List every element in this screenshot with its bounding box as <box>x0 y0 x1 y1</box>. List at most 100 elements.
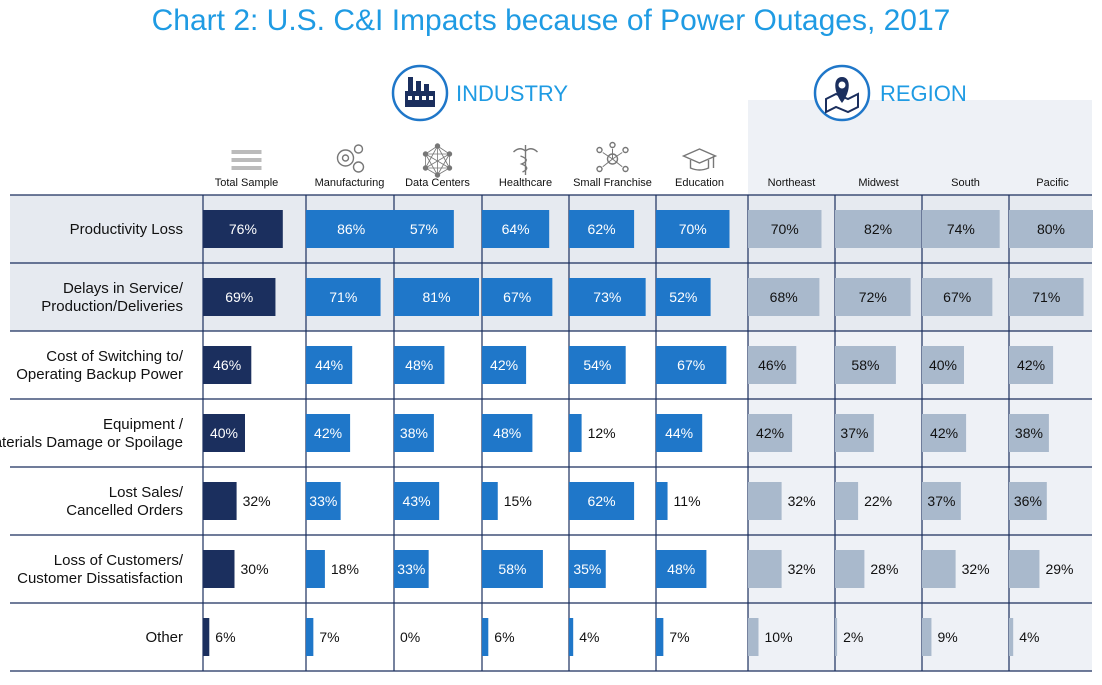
value-label-healthcare-loss-of-customers-customer-dissatisfaction: 58% <box>498 561 526 577</box>
bar-midwest-productivity-loss <box>835 210 922 248</box>
bar-total-sample-productivity-loss <box>203 210 283 248</box>
bar-northeast-delays-in-service-production-deliveries <box>748 278 820 316</box>
row-label-cost-of-switching-to-operating-backup-power: Cost of Switching to/Operating Backup Po… <box>16 348 184 383</box>
bar-education-lost-sales-cancelled-orders <box>656 482 668 520</box>
value-label-pacific-delays-in-service-production-deliveries: 71% <box>1032 289 1060 305</box>
bar-total-sample-other <box>203 618 210 656</box>
bar-small-franchise-productivity-loss <box>569 210 635 248</box>
network-node <box>446 165 453 171</box>
value-label-education-productivity-loss: 70% <box>679 221 707 237</box>
gear <box>353 144 364 154</box>
column-label-total-sample: Total Sample <box>215 177 279 189</box>
factory-window <box>429 96 433 100</box>
bar-northeast-lost-sales-cancelled-orders <box>748 482 782 520</box>
value-label-data-centers-other: 0% <box>400 629 420 645</box>
row-label-equipment-materials-damage-or-spoilage: Equipment / Materials Damage or Spoilage <box>0 416 184 451</box>
value-label-northeast-equipment-materials-damage-or-spoilage: 42% <box>756 425 784 441</box>
bar-data-centers-loss-of-customers-customer-dissatisfaction <box>394 550 429 588</box>
value-label-education-lost-sales-cancelled-orders: 11% <box>674 493 701 509</box>
bar-pacific-delays-in-service-production-deliveries <box>1009 278 1084 316</box>
bar-northeast-other <box>748 618 759 656</box>
franchise-link <box>602 152 613 160</box>
value-label-manufacturing-other: 7% <box>319 629 339 645</box>
value-label-total-sample-other: 6% <box>215 629 235 645</box>
bar-healthcare-loss-of-customers-customer-dissatisfaction <box>482 550 543 588</box>
series-total-sample: 76% 69% 46% 40% 32% 30% 6% <box>203 210 283 656</box>
value-label-south-delays-in-service-production-deliveries: 67% <box>943 289 971 305</box>
value-label-pacific-other: 4% <box>1019 629 1039 645</box>
column-label-data-centers: Data Centers <box>405 177 470 189</box>
bar-education-other <box>656 618 664 656</box>
network-link <box>425 153 450 169</box>
bar-data-centers-lost-sales-cancelled-orders <box>394 482 440 520</box>
row-label-delays-in-service-production-deliveries: Delays in Service/Production/Deliveries <box>41 280 184 315</box>
map-pin-hole <box>838 81 846 89</box>
row-label-loss-of-customers-customer-dissatisfaction: Loss of Customers/Customer Dissatisfacti… <box>17 552 184 587</box>
franchise-node <box>596 146 603 154</box>
value-label-small-franchise-cost-of-switching-to-operating-backup-power: 54% <box>583 357 611 373</box>
network-link <box>425 153 438 176</box>
bar-small-franchise-equipment-materials-damage-or-spoilage <box>569 414 582 452</box>
value-label-midwest-other: 2% <box>843 629 863 645</box>
bar-healthcare-delays-in-service-production-deliveries <box>482 278 553 316</box>
factory-icon <box>391 64 449 122</box>
cap-base <box>689 160 710 171</box>
bar-south-cost-of-switching-to-operating-backup-power <box>922 346 964 384</box>
series-healthcare: 64% 67% 42% 48% 15% 58% 6% <box>482 210 553 656</box>
value-label-healthcare-productivity-loss: 64% <box>502 221 530 237</box>
value-label-healthcare-delays-in-service-production-deliveries: 67% <box>503 289 531 305</box>
value-label-midwest-equipment-materials-damage-or-spoilage: 37% <box>840 425 868 441</box>
value-label-pacific-cost-of-switching-to-operating-backup-power: 42% <box>1017 357 1045 373</box>
value-label-total-sample-productivity-loss: 76% <box>229 221 257 237</box>
bar-manufacturing-equipment-materials-damage-or-spoilage <box>306 414 351 452</box>
bar-total-sample-equipment-materials-damage-or-spoilage <box>203 414 245 452</box>
network-node <box>422 151 429 157</box>
list-icon <box>231 150 262 170</box>
value-label-total-sample-delays-in-service-production-deliveries: 69% <box>225 289 253 305</box>
bar-midwest-equipment-materials-damage-or-spoilage <box>835 414 874 452</box>
gears-icon <box>336 144 365 173</box>
network-node <box>434 143 441 149</box>
series-northeast: 70% 68% 46% 42% 32% 32% 10% <box>748 210 822 656</box>
bar-northeast-productivity-loss <box>748 210 822 248</box>
bar-south-other <box>922 618 932 656</box>
value-label-education-cost-of-switching-to-operating-backup-power: 67% <box>677 357 705 373</box>
bar-south-equipment-materials-damage-or-spoilage <box>922 414 967 452</box>
value-label-northeast-productivity-loss: 70% <box>771 221 799 237</box>
value-label-south-equipment-materials-damage-or-spoilage: 42% <box>930 425 958 441</box>
value-label-manufacturing-cost-of-switching-to-operating-backup-power: 44% <box>315 357 343 373</box>
value-label-total-sample-cost-of-switching-to-operating-backup-power: 46% <box>213 357 241 373</box>
value-label-manufacturing-loss-of-customers-customer-dissatisfaction: 18% <box>331 561 359 577</box>
value-label-northeast-loss-of-customers-customer-dissatisfaction: 32% <box>788 561 816 577</box>
bar-data-centers-productivity-loss <box>394 210 454 248</box>
value-label-total-sample-equipment-materials-damage-or-spoilage: 40% <box>210 425 238 441</box>
bar-healthcare-equipment-materials-damage-or-spoilage <box>482 414 533 452</box>
bar-pacific-cost-of-switching-to-operating-backup-power <box>1009 346 1054 384</box>
caduceus-wings <box>513 148 538 153</box>
gear <box>352 161 365 173</box>
value-label-midwest-cost-of-switching-to-operating-backup-power: 58% <box>851 357 879 373</box>
bar-healthcare-other <box>482 618 489 656</box>
chart-title: Chart 2: U.S. C&I Impacts because of Pow… <box>151 4 951 37</box>
value-label-data-centers-equipment-materials-damage-or-spoilage: 38% <box>400 425 428 441</box>
value-label-data-centers-cost-of-switching-to-operating-backup-power: 48% <box>405 357 433 373</box>
bar-manufacturing-productivity-loss <box>306 210 397 248</box>
bar-pacific-productivity-loss <box>1009 210 1093 248</box>
column-label-pacific: Pacific <box>1036 177 1069 189</box>
value-label-manufacturing-lost-sales-cancelled-orders: 33% <box>309 493 337 509</box>
list-line <box>231 158 262 162</box>
row-label-other: Other <box>145 629 183 646</box>
network-icon <box>422 143 453 178</box>
franchise-node <box>622 165 629 173</box>
column-label-education: Education <box>675 177 724 189</box>
bar-south-delays-in-service-production-deliveries <box>922 278 993 316</box>
bar-manufacturing-other <box>306 618 314 656</box>
franchise-link <box>612 158 623 168</box>
bar-pacific-lost-sales-cancelled-orders <box>1009 482 1047 520</box>
franchise-node <box>609 141 616 149</box>
bar-manufacturing-lost-sales-cancelled-orders <box>306 482 341 520</box>
bar-healthcare-lost-sales-cancelled-orders <box>482 482 498 520</box>
value-label-south-loss-of-customers-customer-dissatisfaction: 32% <box>962 561 990 577</box>
column-label-northeast: Northeast <box>768 177 816 189</box>
